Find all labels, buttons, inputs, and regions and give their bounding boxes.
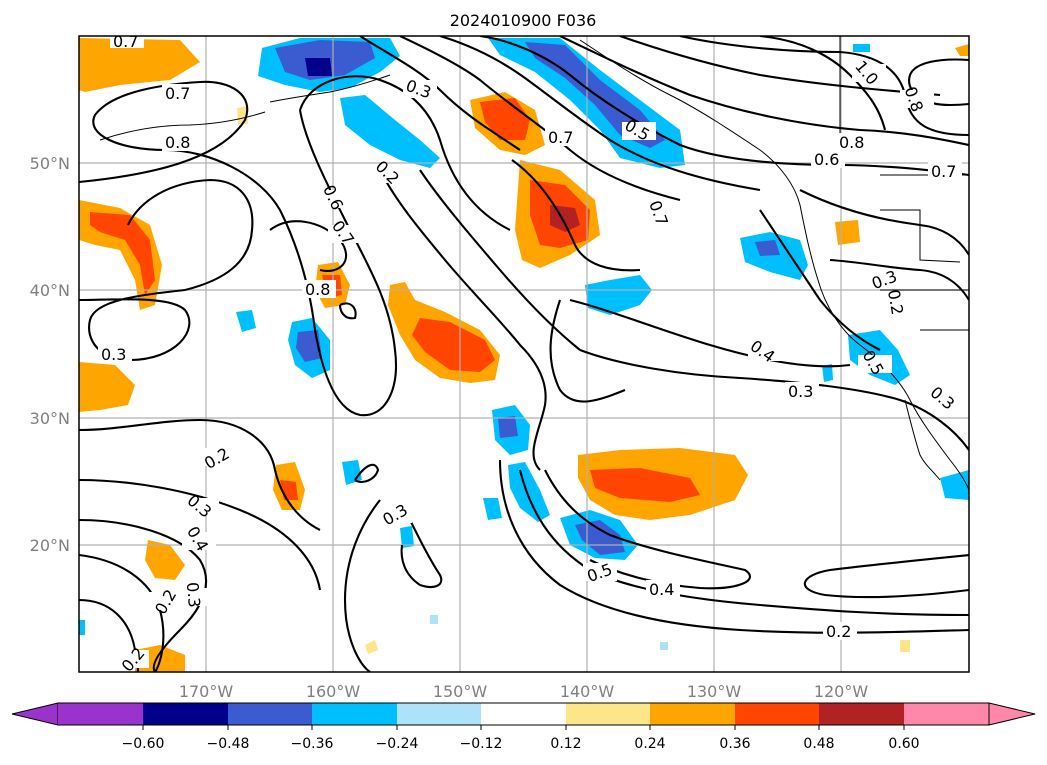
- colorbar-segment: [312, 703, 397, 725]
- colorbar-segment: [481, 703, 566, 725]
- map-title: 2024010900 F036: [450, 11, 597, 30]
- longitude-labels: 170°W 160°W 150°W 140°W 130°W 120°W: [179, 682, 869, 701]
- lon-label: 140°W: [560, 682, 615, 701]
- colorbar-segment: [650, 703, 735, 725]
- colorbar-tick-label: −0.24: [376, 736, 419, 752]
- lon-label: 160°W: [306, 682, 361, 701]
- lat-label: 40°N: [30, 281, 70, 300]
- contour-lines: [79, 36, 969, 672]
- colorbar-extend-low: [11, 702, 59, 726]
- contour-label: 0.7: [113, 32, 138, 51]
- contour-label: 0.3: [101, 345, 126, 364]
- colorbar-segment: [819, 703, 904, 725]
- colorbar-segment: [143, 703, 228, 725]
- map-plot-area: 0.7 0.7 0.8 0.3 0.5 0.7 1.0 0.8 0.8 0.6 …: [79, 32, 969, 672]
- colorbar-ticks: [142, 725, 905, 730]
- colorbar-extend-high: [988, 702, 1036, 726]
- colorbar-tick-labels: −0.60 −0.48 −0.36 −0.24 −0.12 0.12 0.24 …: [122, 736, 920, 752]
- contour-label: 0.7: [165, 84, 190, 103]
- contour-label: 0.7: [548, 128, 573, 147]
- contour-label: 0.3: [788, 382, 813, 401]
- contour-label: 0.2: [884, 288, 907, 316]
- contour-label: 0.6: [814, 150, 839, 169]
- lat-label: 50°N: [30, 154, 70, 173]
- contour-label: 0.3: [183, 581, 204, 608]
- colorbar: −0.60 −0.48 −0.36 −0.24 −0.12 0.12 0.24 …: [11, 702, 1036, 752]
- contour-label: 0.8: [839, 133, 864, 152]
- contour-label: 0.2: [826, 622, 851, 641]
- map-frame: [78, 35, 970, 673]
- lon-label: 130°W: [687, 682, 742, 701]
- colorbar-tick-label: 0.36: [719, 736, 750, 752]
- colorbar-tick-label: 0.48: [803, 736, 834, 752]
- lon-label: 150°W: [433, 682, 488, 701]
- colorbar-tick-label: 0.60: [888, 736, 919, 752]
- lon-label: 170°W: [179, 682, 234, 701]
- lat-label: 20°N: [30, 536, 70, 555]
- colorbar-tick-label: −0.12: [460, 736, 503, 752]
- contour-label: 0.4: [649, 580, 674, 599]
- contour-label: 0.8: [305, 280, 330, 299]
- colorbar-tick-label: 0.24: [634, 736, 665, 752]
- positive-anomaly-shading: [79, 38, 969, 672]
- contour-label: 0.7: [931, 162, 956, 181]
- colorbar-segment: [397, 703, 481, 725]
- colorbar-segment: [904, 703, 989, 725]
- colorbar-segment: [228, 703, 312, 725]
- colorbar-tick-label: −0.36: [291, 736, 334, 752]
- colorbar-segment: [566, 703, 650, 725]
- lon-label: 120°W: [814, 682, 869, 701]
- lat-label: 30°N: [30, 409, 70, 428]
- colorbar-tick-label: −0.60: [122, 736, 165, 752]
- colorbar-tick-label: 0.12: [550, 736, 581, 752]
- colorbar-segment: [58, 703, 143, 725]
- contour-label: 0.8: [165, 133, 190, 152]
- colorbar-tick-label: −0.48: [207, 736, 250, 752]
- colorbar-segment: [735, 703, 819, 725]
- latitude-labels: 50°N 40°N 30°N 20°N: [30, 154, 70, 555]
